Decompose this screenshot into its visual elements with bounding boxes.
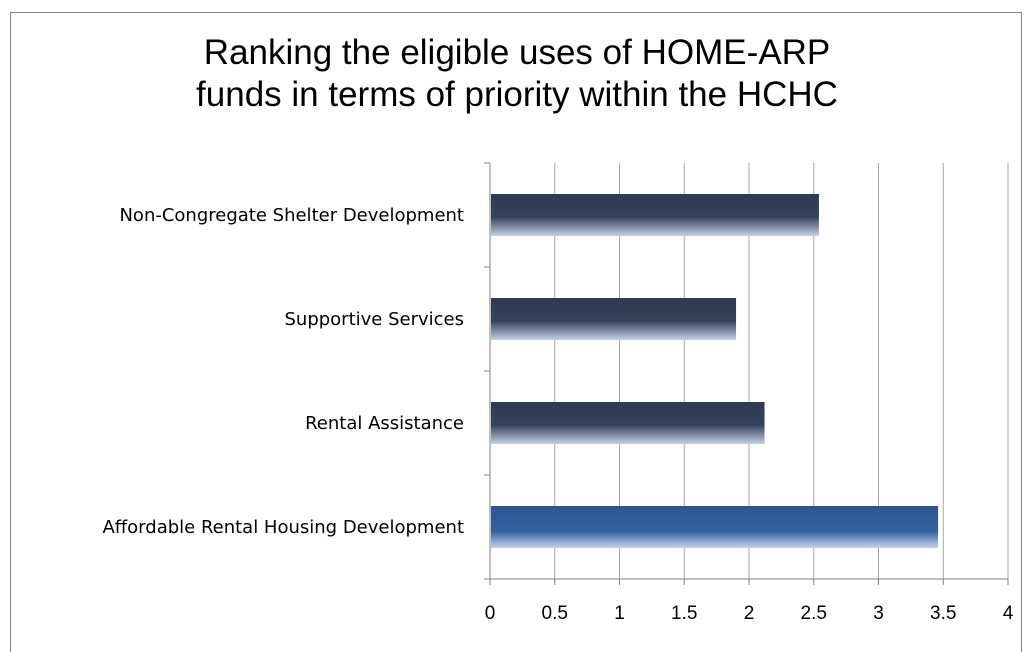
category-label: Rental Assistance bbox=[305, 413, 464, 434]
bar bbox=[491, 506, 939, 548]
x-tick-label: 4 bbox=[1003, 603, 1014, 624]
x-tick-label: 3.5 bbox=[930, 603, 956, 624]
category-label: Affordable Rental Housing Development bbox=[102, 517, 464, 538]
chart-title-line-2: funds in terms of priority within the HC… bbox=[196, 75, 838, 114]
bar bbox=[491, 402, 765, 444]
x-tick-label: 3 bbox=[873, 603, 884, 624]
category-label: Non-Congregate Shelter Development bbox=[119, 205, 464, 226]
x-tick-label: 1.5 bbox=[671, 603, 697, 624]
bar bbox=[491, 194, 819, 236]
x-tick-label: 2.5 bbox=[801, 603, 827, 624]
category-label: Supportive Services bbox=[284, 309, 464, 330]
x-tick-label: 2 bbox=[744, 603, 755, 624]
chart-title-line-1: Ranking the eligible uses of HOME-ARP bbox=[203, 33, 831, 72]
bar bbox=[491, 298, 737, 340]
x-tick-label: 0 bbox=[485, 603, 496, 624]
x-tick-label: 0.5 bbox=[542, 603, 568, 624]
chart-title: Ranking the eligible uses of HOME-ARP fu… bbox=[0, 32, 1034, 116]
x-tick-label: 1 bbox=[614, 603, 625, 624]
